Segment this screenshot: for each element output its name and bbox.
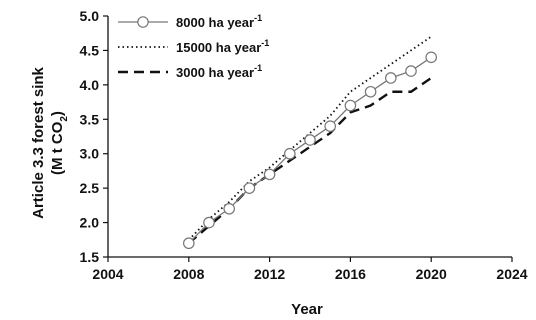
x-tick-label: 2008 [173,266,204,282]
legend-label-3: 3000 ha year-1 [176,63,262,80]
series-1-point [425,51,437,64]
series-1-point [324,120,336,132]
series-lines [183,35,437,250]
series-1-point [304,134,316,146]
series-1-point [364,85,377,98]
y-tick-label: 3.5 [80,111,100,127]
y-axis-title: Article 3.3 forest sink (M t CO2) [30,66,70,218]
x-tick-label: 2012 [254,266,285,282]
y-axis-title-line1: Article 3.3 forest sink [30,66,47,218]
axes [103,15,513,262]
series-1-point [183,237,195,250]
x-tick-label: 2024 [496,266,527,282]
y-axis-title-line2: (M t CO2) [49,111,70,175]
y-tick-label: 1.5 [80,249,100,265]
series-1-point [263,168,276,181]
x-tick-label: 2020 [416,266,447,282]
series-1-point [223,203,235,215]
series-line-3 [188,76,432,245]
y-tick-label: 2.5 [80,180,100,196]
y-tick-label: 4.5 [80,42,100,58]
series-1-point [384,72,397,84]
series-line-2 [188,35,432,241]
y-tick-label: 5.0 [80,8,100,24]
x-axis-title: Year [291,301,323,318]
series-1-point [283,147,296,160]
series-1-point [405,65,417,77]
legend-marker [137,16,149,28]
x-tick-label: 2016 [335,266,366,282]
y-tick-label: 2.0 [80,215,100,231]
series-line-1 [188,56,432,244]
x-tick-label: 2004 [92,266,123,282]
legend-label-1: 8000 ha year-1 [176,13,262,30]
legend-label-2: 15000 ha year-1 [176,38,269,55]
legend: 8000 ha year-1 15000 ha year-1 3000 ha yea… [118,13,269,80]
y-tick-label: 3.0 [80,146,100,162]
y-tick-label: 4.0 [80,77,100,93]
tick-labels: 2004 2008 2012 2016 2020 2024 1.5 2.0 2.5 3.0 3.5 4… [80,8,528,282]
series-1-point [203,216,215,229]
series-1-point [243,182,256,194]
series-1-point [344,99,357,112]
